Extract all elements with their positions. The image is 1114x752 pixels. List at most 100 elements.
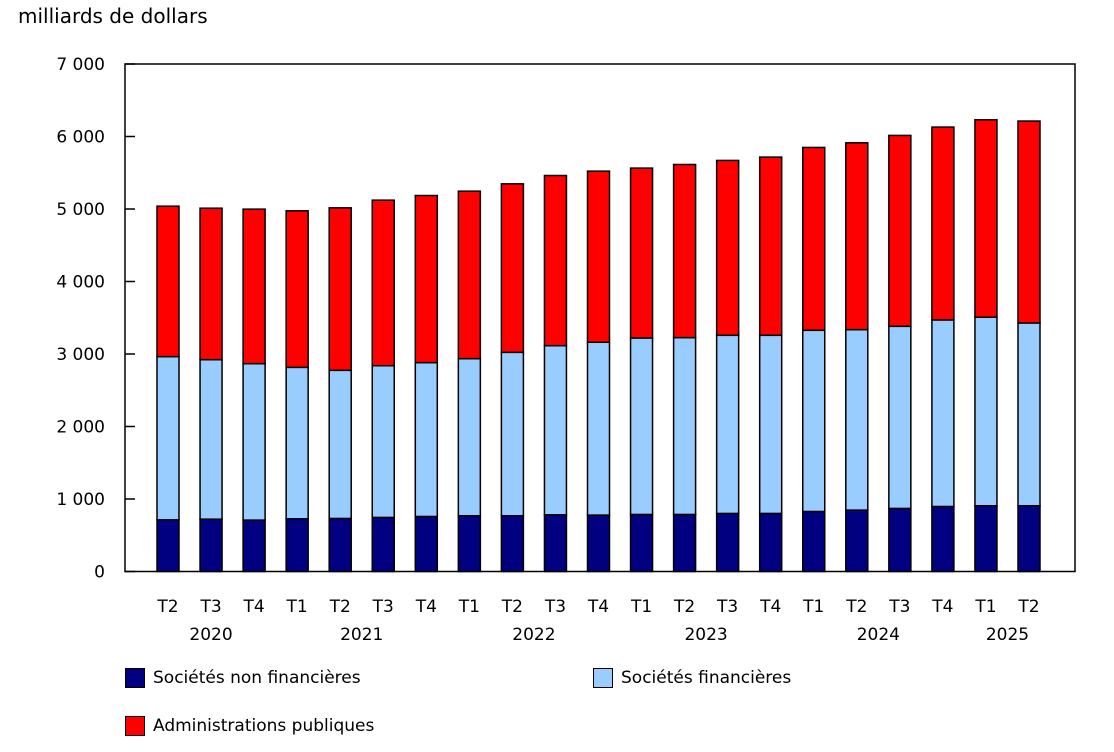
y-tick-label: 6 000 <box>56 128 105 148</box>
bar-segment-government <box>199 207 223 361</box>
y-tick-label: 0 <box>94 563 105 583</box>
bar-segment-government <box>156 205 180 358</box>
x-tick-label: T1 <box>458 597 480 617</box>
bar-segment-government <box>328 207 352 372</box>
bar-segment-nonfinancial <box>328 517 352 573</box>
bar-segment-financial <box>156 355 180 521</box>
y-tick-label: 3 000 <box>56 345 105 365</box>
bar-segment-financial <box>242 362 266 521</box>
legend-item-financial: Sociétés financières <box>593 668 791 688</box>
bar-segment-financial <box>758 334 783 515</box>
x-tick-label: T1 <box>802 597 824 617</box>
bar-segment-government <box>543 174 568 347</box>
bar-segment-nonfinancial <box>199 518 223 573</box>
bar-segment-financial <box>1017 322 1041 507</box>
bar-segment-government <box>715 159 740 337</box>
legend-item-government: Administrations publiques <box>125 716 374 736</box>
bar-segment-government <box>586 170 611 344</box>
x-tick-label: T2 <box>501 597 523 617</box>
x-year-label: 2023 <box>684 625 727 645</box>
bar-segment-financial <box>845 328 869 511</box>
x-tick-label: T2 <box>673 597 695 617</box>
bar-segment-nonfinancial <box>758 512 783 573</box>
bar-segment-nonfinancial <box>715 512 740 573</box>
bar-segment-government <box>1017 120 1041 324</box>
x-tick-label: T3 <box>544 597 566 617</box>
legend-label: Sociétés financières <box>621 668 792 688</box>
legend-label: Administrations publiques <box>153 716 375 736</box>
y-tick-label: 1 000 <box>56 490 105 510</box>
bar-segment-financial <box>629 337 654 516</box>
x-tick-label: T1 <box>630 597 652 617</box>
bar-segment-nonfinancial <box>500 514 525 573</box>
bar-segment-government <box>285 210 309 369</box>
bar-segment-government <box>888 134 912 328</box>
bar-segment-financial <box>672 336 697 516</box>
legend-swatch <box>125 668 145 688</box>
x-tick-label: T4 <box>242 597 264 617</box>
bar-segment-government <box>974 119 998 318</box>
bar-segment-government <box>414 194 439 364</box>
x-tick-label: T1 <box>286 597 308 617</box>
x-tick-label: T2 <box>1017 597 1039 617</box>
bar-segment-nonfinancial <box>586 514 611 573</box>
y-tick-label: 2 000 <box>56 418 105 438</box>
bar-segment-government <box>802 146 826 332</box>
bar-segment-government <box>500 183 525 354</box>
legend-item-nonfinancial: Sociétés non financières <box>125 668 361 688</box>
bar-segment-government <box>457 190 482 360</box>
bar-segment-government <box>931 126 955 321</box>
bar-segment-financial <box>285 366 309 520</box>
bar-segment-financial <box>888 325 912 510</box>
x-year-label: 2025 <box>986 625 1029 645</box>
bar-segment-financial <box>974 316 998 507</box>
bar-segment-government <box>758 156 783 337</box>
bar-segment-government <box>629 167 654 339</box>
x-tick-label: T3 <box>372 597 394 617</box>
bar-segment-nonfinancial <box>457 514 482 573</box>
x-tick-label: T2 <box>329 597 351 617</box>
bar-segment-government <box>371 199 395 367</box>
bar-segment-nonfinancial <box>371 516 395 573</box>
legend-swatch <box>125 716 145 736</box>
bar-segment-financial <box>802 329 826 513</box>
bar-segment-nonfinancial <box>543 514 568 573</box>
x-tick-label: T1 <box>974 597 996 617</box>
x-tick-label: T3 <box>199 597 221 617</box>
bar-segment-nonfinancial <box>414 515 439 573</box>
x-tick-label: T3 <box>716 597 738 617</box>
bar-segment-nonfinancial <box>156 519 180 573</box>
bar-segment-financial <box>500 351 525 517</box>
legend-swatch <box>593 668 613 688</box>
bar-segment-nonfinancial <box>629 513 654 573</box>
bar-segment-nonfinancial <box>802 510 826 573</box>
bar-segment-nonfinancial <box>845 509 869 573</box>
bar-segment-nonfinancial <box>974 504 998 573</box>
bar-segment-nonfinancial <box>888 507 912 573</box>
bar-segment-nonfinancial <box>285 518 309 573</box>
legend-label: Sociétés non financières <box>153 668 361 688</box>
y-tick-label: 7 000 <box>56 55 105 75</box>
x-year-label: 2021 <box>340 625 383 645</box>
bar-segment-nonfinancial <box>672 513 697 573</box>
bar-segment-financial <box>931 319 955 508</box>
bar-segment-financial <box>371 364 395 519</box>
bar-segment-financial <box>414 361 439 518</box>
bar-segment-financial <box>586 341 611 516</box>
bar-segment-nonfinancial <box>242 519 266 573</box>
x-tick-label: T4 <box>587 597 609 617</box>
x-year-label: 2024 <box>857 625 900 645</box>
x-tick-label: T2 <box>156 597 178 617</box>
x-tick-label: T4 <box>931 597 953 617</box>
bar-segment-financial <box>715 334 740 515</box>
bar-segment-financial <box>457 357 482 517</box>
bar-segment-government <box>672 163 697 339</box>
y-axis-unit-label: milliards de dollars <box>18 4 208 28</box>
bar-segment-nonfinancial <box>1017 504 1041 573</box>
bar-segment-financial <box>199 358 223 520</box>
x-year-label: 2020 <box>189 625 232 645</box>
x-tick-label: T4 <box>759 597 781 617</box>
bar-segment-government <box>242 208 266 365</box>
